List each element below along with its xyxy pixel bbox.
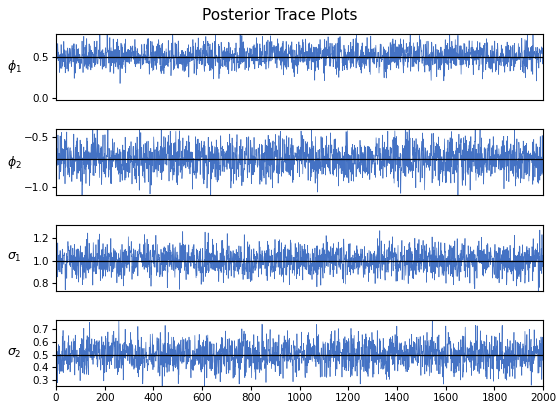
Y-axis label: $\phi_2$: $\phi_2$ — [7, 154, 22, 171]
Y-axis label: $\phi_1$: $\phi_1$ — [7, 58, 22, 75]
Text: Posterior Trace Plots: Posterior Trace Plots — [202, 8, 358, 24]
Y-axis label: $\sigma_2$: $\sigma_2$ — [7, 347, 22, 360]
Y-axis label: $\sigma_1$: $\sigma_1$ — [7, 251, 22, 264]
